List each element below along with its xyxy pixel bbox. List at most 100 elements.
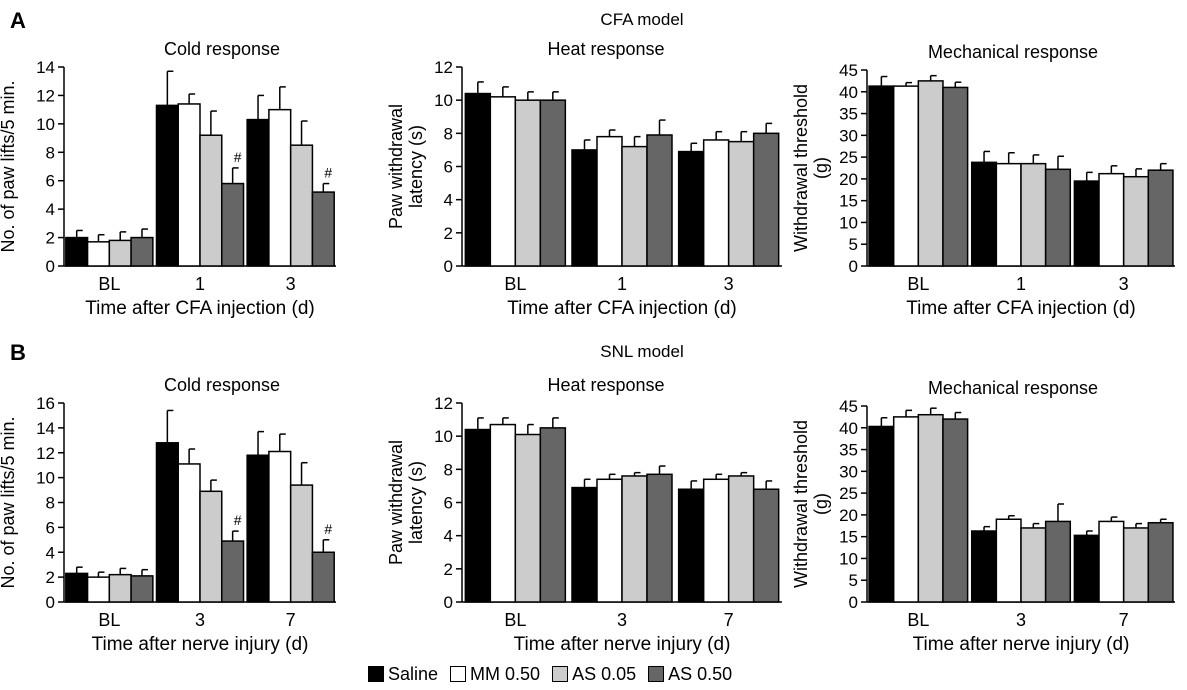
y-tick-label: 20 [839,506,858,525]
y-axis-label: Withdrawal threshold [791,420,811,588]
bar [1044,168,1072,267]
y-tick-label: 10 [434,427,453,446]
legend-swatch-saline [368,666,384,682]
bar [246,118,270,267]
x-tick-label: BL [98,610,120,630]
y-tick-label: 10 [839,213,858,232]
y-tick-label: 10 [36,115,55,134]
bar [464,92,492,267]
y-tick-label: 16 [36,394,55,413]
bar [199,134,223,267]
x-tick-label: BL [504,610,526,630]
y-tick-label: 14 [36,58,55,77]
bar [177,463,201,603]
bar [995,162,1022,267]
legend: Saline MM 0.50 AS 0.05 AS 0.50 [368,662,744,686]
bar [702,478,730,603]
legend-label-as050: AS 0.50 [668,663,733,684]
bar [464,428,492,603]
y-tick-label: 5 [849,571,858,590]
annotation-hash: # [324,521,332,537]
legend-label-as005: AS 0.05 [572,663,637,684]
y-axis-label: latency (s) [406,461,426,544]
annotation-hash: # [324,165,332,181]
y-tick-label: 2 [444,224,453,243]
bar [942,86,969,267]
bar [65,236,89,267]
bar [65,572,89,603]
y-tick-label: 30 [839,462,858,481]
y-tick-label: 2 [444,560,453,579]
bar [1147,169,1174,267]
bar [221,182,245,267]
bar [489,423,517,603]
chart-title: Heat response [547,39,664,59]
bar [892,85,920,267]
bar [539,99,567,267]
y-axis-label: latency (s) [406,125,426,208]
y-tick-label: 35 [839,441,858,460]
y-tick-label: 20 [839,170,858,189]
bar [1073,534,1100,603]
bar [199,490,223,603]
bar [86,576,111,603]
chart-title: Mechanical response [928,42,1098,62]
y-tick-label: 6 [46,172,55,191]
y-tick-label: 0 [849,257,858,276]
x-tick-label: BL [504,274,526,294]
x-tick-label: 1 [1016,274,1026,294]
bar [268,108,292,267]
bar [571,486,598,603]
chart-title: Heat response [547,375,664,395]
bar [130,236,154,267]
y-tick-label: 8 [46,494,55,513]
x-tick-label: 7 [286,610,296,630]
y-axis-label: Paw withdrawal [386,440,406,565]
y-tick-label: 0 [46,593,55,612]
y-tick-label: 0 [444,257,453,276]
y-tick-label: 2 [46,229,55,248]
bar [1122,527,1150,603]
legend-swatch-as005 [552,666,569,682]
bar [727,475,755,603]
y-tick-label: 0 [849,593,858,612]
bar [677,488,705,603]
y-tick-label: 40 [839,419,858,438]
y-tick-label: 12 [434,58,453,77]
chart-title: Cold response [164,39,280,59]
model-title-cfa: CFA model [600,10,684,29]
y-tick-label: 10 [36,469,55,488]
annotation-hash: # [234,149,242,165]
legend-label-saline: Saline [388,663,439,684]
legend-item-as050: AS 0.50 [648,664,732,685]
y-tick-label: 12 [36,86,55,105]
y-tick-label: 0 [444,593,453,612]
bar [108,573,132,603]
y-tick-label: 8 [444,124,453,143]
y-axis-label: Withdrawal threshold [791,84,811,252]
bar [892,416,920,603]
x-tick-label: 7 [1119,610,1129,630]
bar [571,149,598,267]
legend-label-mm050: MM 0.50 [470,663,541,684]
bar [1044,520,1072,603]
bar [268,450,292,603]
bar [596,478,623,603]
x-tick-label: 3 [1016,610,1026,630]
bar [311,551,335,603]
y-tick-label: 0 [46,257,55,276]
y-axis-label: (g) [811,493,831,515]
chart-title: Mechanical response [928,378,1098,398]
x-tick-label: 3 [617,610,627,630]
bar [646,134,673,267]
y-tick-label: 45 [839,397,858,416]
y-tick-label: 30 [839,126,858,145]
bar [155,442,179,603]
legend-item-as005: AS 0.05 [552,664,636,685]
bar [289,144,314,267]
y-tick-label: 8 [46,143,55,162]
legend-item-saline: Saline [368,664,438,685]
chart-title: Cold response [164,375,280,395]
x-axis-label: Time after CFA injection (d) [85,298,314,319]
